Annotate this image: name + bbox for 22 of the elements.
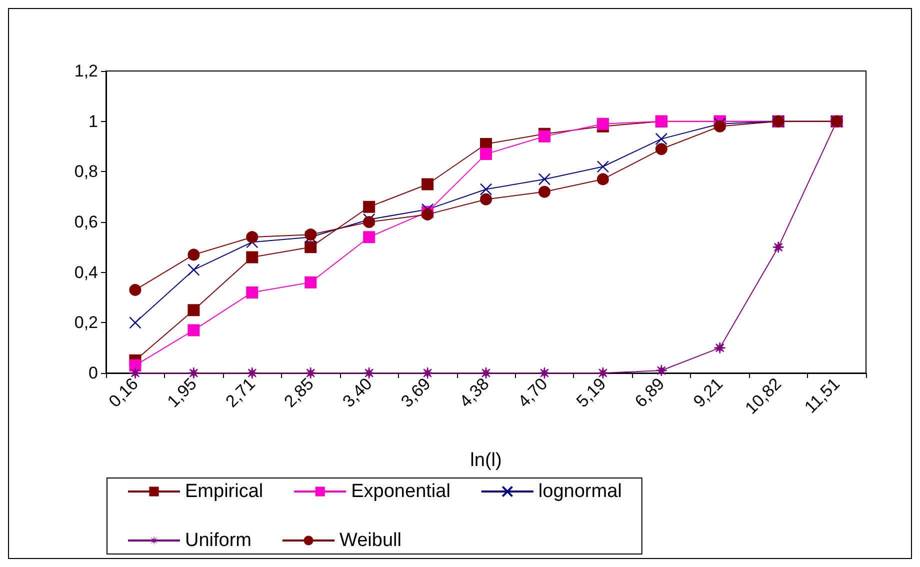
legend-label: lognormal	[538, 481, 622, 502]
y-tick-label: 0,6	[74, 212, 98, 232]
x-tick-label: 3,69	[397, 374, 434, 412]
y-tick-label: 0,8	[74, 162, 98, 182]
legend-label: Uniform	[185, 530, 252, 551]
x-tick-label: 9,21	[690, 374, 727, 412]
x-tick-label: 5,19	[572, 374, 610, 412]
y-tick-label: 1,2	[74, 62, 98, 80]
x-tick-label: 4,38	[456, 374, 493, 412]
x-tick-label: 6,89	[631, 374, 668, 412]
y-tick-label: 0,4	[74, 262, 98, 282]
x-tick-label: 3,40	[338, 374, 376, 412]
y-tick-label: 0	[88, 364, 98, 382]
x-axis-title: ln(l)	[470, 450, 502, 471]
x-tick-label: 2,71	[222, 374, 259, 412]
legend-label: Empirical	[185, 481, 264, 502]
y-tick-label: 0,2	[74, 313, 98, 332]
x-tick-label: 4,70	[514, 374, 552, 412]
x-tick-label: 0,16	[105, 374, 142, 412]
legend-label: Exponential	[351, 481, 450, 502]
y-tick-label: 1	[88, 112, 98, 131]
legend-label: Weibull	[340, 530, 402, 551]
